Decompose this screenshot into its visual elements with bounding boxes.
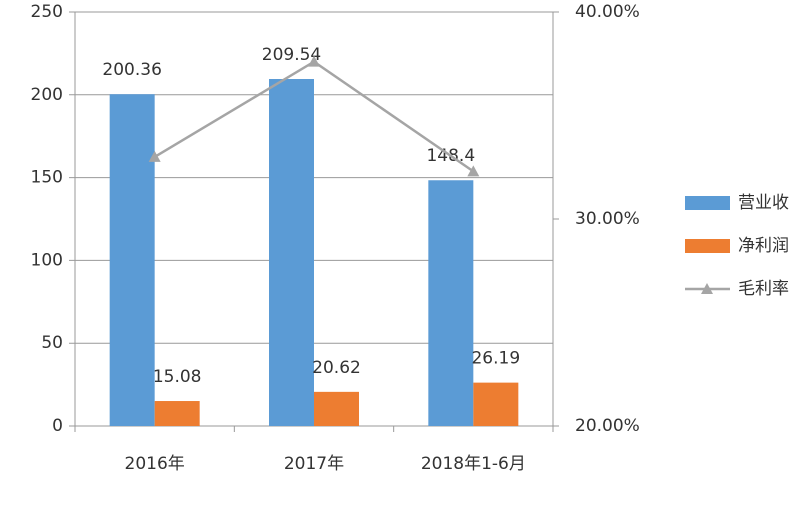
data-label: 26.19 bbox=[471, 349, 520, 369]
y-tick-label: 250 bbox=[31, 2, 63, 22]
legend-label: 营业收 bbox=[738, 193, 789, 213]
y-tick-label: 200 bbox=[31, 85, 63, 105]
data-label: 15.08 bbox=[153, 367, 202, 387]
y2-tick-label: 40.00% bbox=[575, 2, 640, 22]
bar bbox=[109, 94, 155, 426]
x-tick-label: 2018年1-6月 bbox=[421, 454, 526, 474]
legend-swatch bbox=[685, 196, 730, 210]
y-tick-label: 50 bbox=[41, 333, 63, 353]
bar bbox=[428, 180, 474, 426]
y-tick-label: 0 bbox=[52, 416, 63, 436]
y-tick-label: 150 bbox=[31, 168, 63, 188]
line-marker bbox=[148, 150, 161, 162]
y-tick-label: 100 bbox=[31, 250, 63, 270]
data-label: 209.54 bbox=[262, 45, 321, 65]
legend-swatch bbox=[685, 239, 730, 253]
x-tick-label: 2016年 bbox=[125, 454, 185, 474]
bar bbox=[269, 79, 314, 426]
line-marker bbox=[308, 55, 320, 67]
data-label: 20.62 bbox=[312, 358, 361, 378]
bar bbox=[473, 382, 519, 426]
legend-label: 净利润 bbox=[738, 236, 789, 256]
bar bbox=[154, 401, 200, 426]
y2-tick-label: 30.00% bbox=[575, 209, 640, 229]
y2-tick-label: 20.00% bbox=[575, 416, 640, 436]
legend-marker bbox=[701, 283, 713, 294]
line-marker bbox=[467, 165, 480, 177]
legend-label: 毛利率 bbox=[738, 279, 789, 299]
data-label: 200.36 bbox=[102, 60, 161, 80]
bar bbox=[314, 391, 359, 426]
x-tick-label: 2017年 bbox=[284, 454, 344, 474]
